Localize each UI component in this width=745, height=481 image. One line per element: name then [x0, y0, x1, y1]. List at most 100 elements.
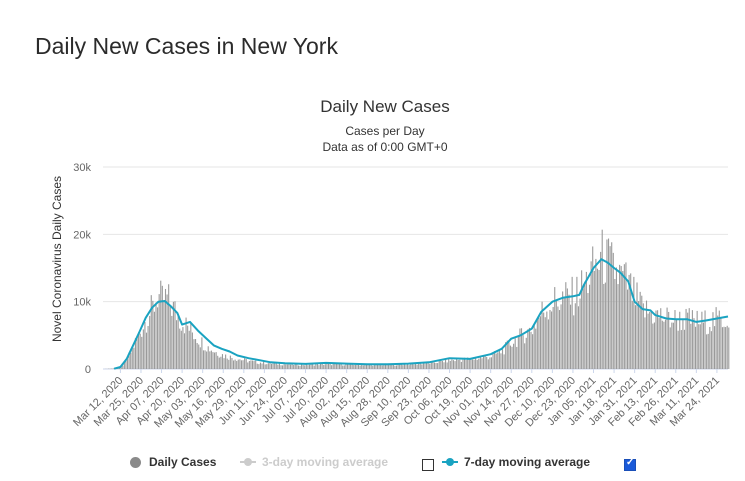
legend-label: 3-day moving average: [262, 455, 388, 469]
daily-case-bar: [557, 307, 558, 369]
daily-case-bar: [636, 282, 637, 369]
daily-case-bar: [598, 270, 599, 369]
daily-case-bar: [133, 348, 134, 369]
daily-case-bar: [543, 313, 544, 369]
legend-7-day-average[interactable]: 7-day moving average: [442, 455, 590, 469]
daily-case-bar: [530, 332, 531, 369]
daily-case-bar: [246, 359, 247, 369]
daily-case-bar: [277, 365, 278, 369]
daily-case-bar: [364, 365, 365, 369]
daily-case-bar: [568, 295, 569, 369]
daily-case-bar: [143, 329, 144, 369]
daily-case-bar: [261, 364, 262, 369]
daily-case-bar: [491, 357, 492, 369]
daily-case-bar: [179, 329, 180, 369]
daily-case-bar: [502, 349, 503, 369]
daily-case-bar: [333, 363, 334, 369]
daily-case-bar: [223, 358, 224, 369]
daily-case-bar: [448, 359, 449, 369]
daily-case-bar: [693, 318, 694, 369]
y-axis-title: Novel Coronavirus Daily Cases: [50, 176, 64, 342]
daily-case-bar: [453, 360, 454, 369]
daily-case-bar: [140, 334, 141, 369]
daily-case-bar: [700, 324, 701, 369]
daily-case-bar: [648, 314, 649, 369]
daily-case-bar: [489, 357, 490, 369]
daily-case-bar: [573, 315, 574, 369]
daily-case-bar: [138, 332, 139, 369]
daily-case-bar: [510, 346, 511, 369]
daily-case-bar: [192, 332, 193, 369]
daily-case-bar: [638, 301, 639, 369]
daily-case-bar: [507, 341, 508, 369]
daily-case-bar: [516, 347, 517, 369]
legend-daily-cases[interactable]: Daily Cases: [130, 455, 216, 469]
daily-case-bar: [526, 338, 527, 369]
daily-case-bar: [285, 364, 286, 369]
daily-case-bar: [197, 343, 198, 369]
daily-case-bar: [458, 360, 459, 369]
daily-case-bar: [201, 337, 202, 369]
daily-case-bar: [130, 353, 131, 369]
daily-case-bar: [632, 301, 633, 369]
daily-case-bar: [722, 327, 723, 369]
daily-case-bar: [358, 364, 359, 369]
daily-case-bar: [132, 347, 133, 369]
daily-case-bar: [717, 316, 718, 369]
legend-line-icon: [240, 457, 256, 467]
daily-case-bar: [676, 320, 677, 369]
daily-case-bar: [714, 326, 715, 369]
daily-case-bar: [511, 347, 512, 369]
legend-3-day-average[interactable]: 3-day moving average: [240, 455, 388, 469]
daily-case-bar: [682, 320, 683, 369]
daily-case-bar: [725, 327, 726, 369]
daily-case-bar: [280, 365, 281, 369]
daily-case-bar: [287, 364, 288, 369]
daily-case-bar: [671, 323, 672, 369]
daily-case-bar: [711, 331, 712, 369]
daily-case-bar: [665, 320, 666, 369]
daily-case-bar: [589, 285, 590, 369]
daily-case-bar: [146, 333, 147, 369]
daily-case-bar: [681, 330, 682, 369]
daily-case-bar: [268, 363, 269, 369]
chart-legend: Daily Cases 3-day moving average 7-day m…: [0, 452, 745, 474]
daily-case-bar: [716, 307, 717, 369]
daily-case-bar: [712, 312, 713, 369]
daily-case-bar: [157, 307, 158, 369]
daily-case-bar: [447, 362, 448, 369]
daily-case-bar: [461, 362, 462, 369]
daily-case-bar: [548, 319, 549, 369]
daily-cases-bars: [105, 230, 730, 369]
daily-case-bar: [646, 301, 647, 369]
daily-case-bar: [151, 295, 152, 369]
daily-case-bar: [184, 333, 185, 369]
daily-case-bar: [534, 325, 535, 369]
legend-line-icon: [442, 457, 458, 467]
daily-case-bar: [442, 361, 443, 369]
daily-case-bar: [159, 294, 160, 369]
daily-case-bar: [168, 284, 169, 369]
daily-case-bar: [163, 302, 164, 369]
daily-case-bar: [488, 359, 489, 369]
daily-case-bar: [152, 301, 153, 369]
daily-case-bar: [434, 363, 435, 369]
checkbox-3-day-average[interactable]: [422, 459, 434, 471]
daily-case-bar: [629, 275, 630, 369]
daily-case-bar: [242, 360, 243, 369]
daily-case-bar: [209, 351, 210, 369]
daily-case-bar: [662, 321, 663, 369]
daily-case-bar: [409, 365, 410, 369]
checkbox-7-day-average[interactable]: [624, 459, 636, 471]
y-tick-label: 30k: [73, 162, 91, 174]
daily-case-bar: [247, 362, 248, 369]
daily-case-bar: [171, 316, 172, 369]
daily-case-bar: [469, 359, 470, 369]
daily-case-bar: [176, 320, 177, 369]
daily-case-bar: [122, 366, 123, 369]
daily-case-bar: [331, 365, 332, 369]
daily-case-bar: [556, 299, 557, 369]
daily-case-bar: [355, 365, 356, 369]
daily-case-bar: [622, 271, 623, 369]
